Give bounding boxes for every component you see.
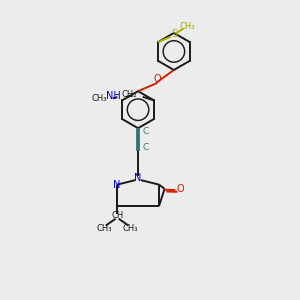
Text: N: N — [134, 173, 142, 183]
Text: CH₃: CH₃ — [179, 22, 195, 31]
Text: C: C — [142, 142, 148, 152]
Text: CH₃: CH₃ — [122, 224, 138, 233]
Text: CH: CH — [111, 211, 123, 220]
Text: S: S — [171, 29, 177, 39]
Text: CH₃: CH₃ — [92, 94, 107, 103]
Text: O: O — [154, 74, 161, 84]
Text: N: N — [113, 180, 121, 190]
Text: C: C — [142, 127, 148, 136]
Text: O: O — [176, 184, 184, 194]
Text: NH: NH — [106, 91, 121, 101]
Text: CH₂: CH₂ — [122, 90, 137, 99]
Text: CH₃: CH₃ — [97, 224, 112, 233]
